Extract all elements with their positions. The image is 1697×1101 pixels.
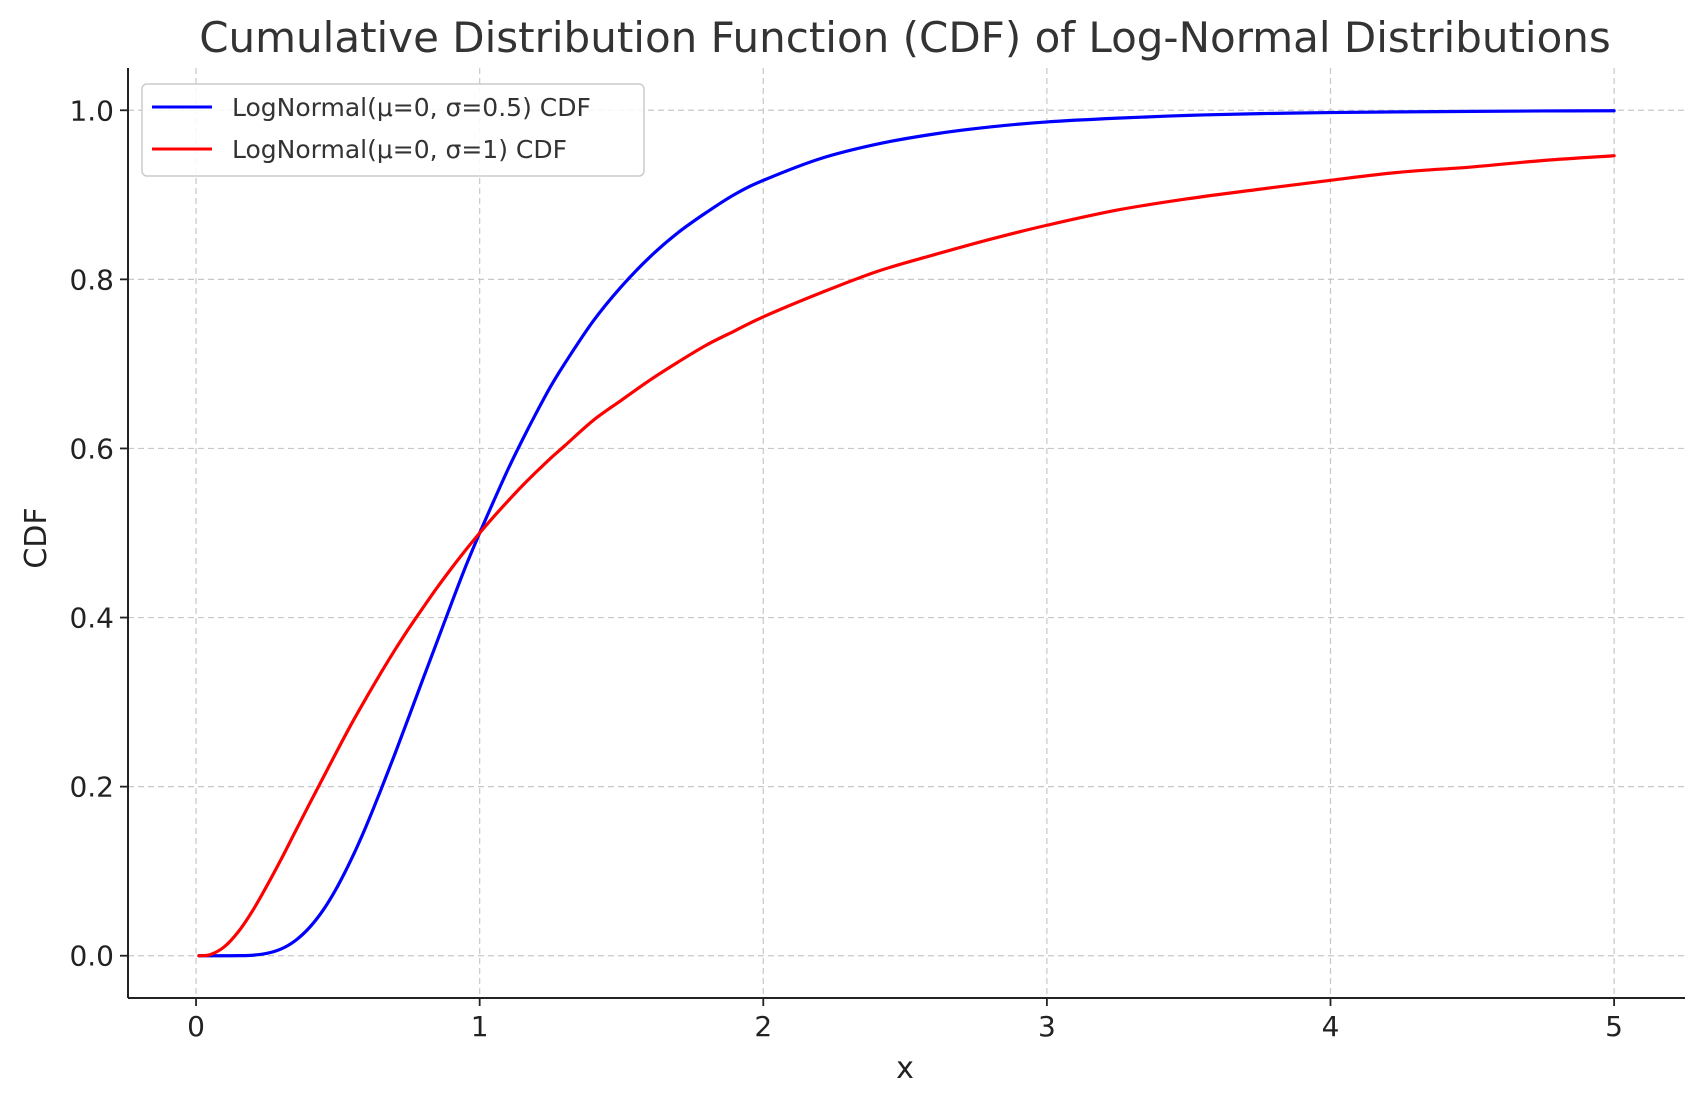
legend-label-series-2: LogNormal(μ=0, σ=1) CDF <box>232 135 567 164</box>
x-tick-label: 3 <box>1038 1010 1056 1043</box>
y-tick-label: 0.6 <box>69 432 114 465</box>
legend-label-series-1: LogNormal(μ=0, σ=0.5) CDF <box>232 93 591 122</box>
x-tick-label: 0 <box>187 1010 205 1043</box>
x-tick-label: 5 <box>1605 1010 1623 1043</box>
y-tick-label: 0.4 <box>69 602 114 635</box>
y-axis-label: CDF <box>19 507 54 568</box>
x-tick-label: 1 <box>471 1010 489 1043</box>
x-tick-label: 4 <box>1322 1010 1340 1043</box>
y-axis-ticks: 0.0 0.2 0.4 0.6 0.8 1.0 <box>69 94 128 973</box>
x-axis-label: x <box>896 1051 914 1086</box>
x-tick-label: 2 <box>754 1010 772 1043</box>
x-axis-ticks: 0 1 2 3 4 5 <box>187 998 1623 1043</box>
y-tick-label: 0.2 <box>69 771 114 804</box>
y-tick-label: 0.8 <box>69 263 114 296</box>
series-line-1 <box>197 109 1616 958</box>
chart-title: Cumulative Distribution Function (CDF) o… <box>199 13 1611 62</box>
y-tick-label: 0.0 <box>69 940 114 973</box>
legend: LogNormal(μ=0, σ=0.5) CDF LogNormal(μ=0,… <box>141 83 645 177</box>
series-layer <box>197 109 1616 958</box>
legend-box <box>141 83 645 177</box>
series-line-2 <box>197 154 1616 958</box>
y-tick-label: 1.0 <box>69 94 114 127</box>
